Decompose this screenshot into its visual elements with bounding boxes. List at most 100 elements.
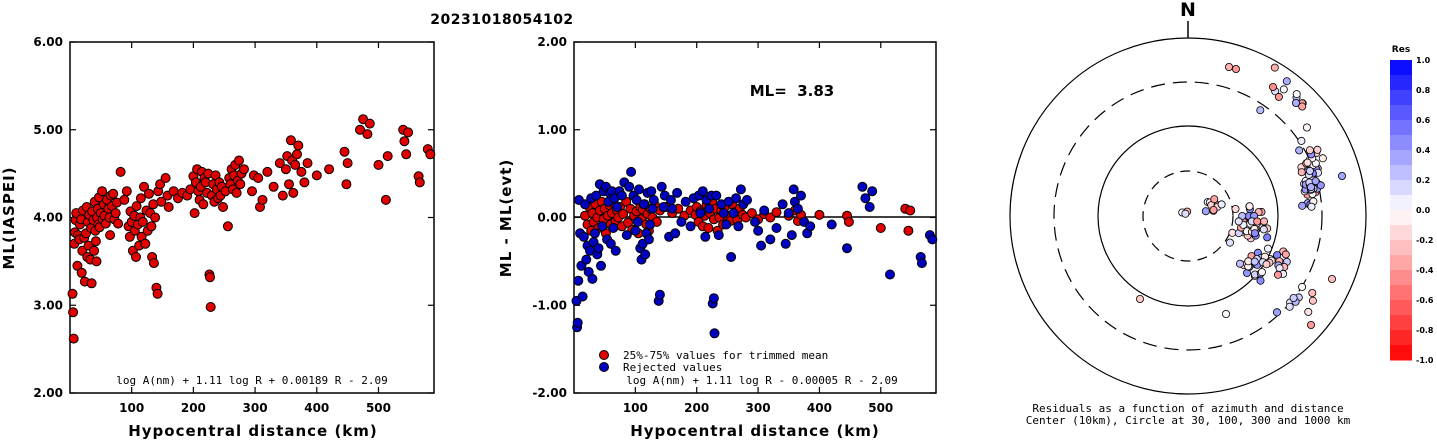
colorbar-cell	[1390, 270, 1412, 286]
station-marker	[1236, 259, 1245, 268]
colorbar-cell	[1390, 255, 1412, 271]
data-point	[726, 252, 737, 262]
data-point	[695, 208, 706, 219]
y-tick-label: 3.00	[33, 298, 63, 312]
data-point	[626, 166, 637, 177]
data-point	[146, 221, 157, 232]
colorbar-cell	[1390, 345, 1412, 361]
colorbar-tick-label: 0.8	[1416, 86, 1431, 95]
data-point	[572, 317, 583, 328]
colorbar-tick-label: -0.4	[1416, 266, 1434, 275]
station-marker	[1307, 320, 1316, 329]
station-marker	[1259, 225, 1268, 234]
data-point	[364, 118, 375, 129]
data-point	[573, 275, 584, 286]
plot2-ylabel: ML - ML(evt)	[497, 159, 515, 277]
station-marker	[1210, 195, 1219, 204]
station-marker	[1303, 158, 1312, 167]
colorbar-tick-label: -0.2	[1416, 236, 1434, 245]
data-point	[362, 129, 373, 140]
data-point	[268, 181, 279, 192]
data-point	[205, 302, 216, 312]
y-tick-label: 4.00	[33, 211, 63, 225]
station-marker	[1305, 166, 1314, 175]
data-point	[115, 166, 126, 177]
data-point	[148, 258, 159, 269]
data-point	[401, 149, 412, 160]
data-point	[596, 260, 606, 271]
station-marker	[1226, 238, 1235, 247]
data-point	[733, 221, 744, 232]
data-point	[355, 124, 365, 135]
station-marker	[1308, 296, 1317, 305]
data-point	[205, 272, 215, 283]
colorbar-cell	[1390, 90, 1412, 106]
data-point	[638, 199, 649, 210]
station-marker	[1292, 99, 1301, 108]
station-marker	[1338, 171, 1347, 180]
data-point	[780, 238, 791, 249]
station-marker	[1181, 209, 1190, 218]
colorbar-cell	[1390, 240, 1412, 256]
data-point	[616, 190, 627, 201]
station-marker	[1292, 90, 1301, 99]
station-marker	[1201, 207, 1210, 216]
plot1-ylabel: ML(IASPEI)	[0, 166, 18, 269]
station-marker	[1231, 204, 1240, 213]
data-point	[618, 209, 629, 219]
data-point	[647, 203, 658, 214]
data-point	[189, 208, 200, 219]
data-point	[414, 177, 425, 188]
figure-title: 20231018054102	[430, 12, 573, 28]
data-point	[292, 149, 302, 160]
data-point	[756, 240, 767, 251]
data-point	[399, 136, 410, 147]
colorbar-ticks: 1.0 0.8 0.6 0.4 0.2 0.0 -0.2 -0.4 -0.6 -0.8 -1.0	[1416, 56, 1434, 365]
data-point	[288, 187, 299, 198]
legend-red-label: 25%-75% values for trimmed mean	[623, 349, 828, 362]
ring-300km	[1053, 81, 1323, 351]
data-point	[380, 194, 391, 205]
station-marker	[1270, 63, 1279, 72]
data-point	[676, 216, 687, 227]
data-point	[253, 173, 264, 183]
data-point	[867, 186, 878, 197]
y-tick-label: 2.00	[33, 386, 63, 400]
data-point	[711, 190, 722, 201]
station-marker	[1307, 202, 1316, 211]
y-tick-label: -1.00	[532, 298, 567, 312]
y-tick-label: 6.00	[33, 35, 63, 49]
colorbar-tick-label: -0.6	[1416, 296, 1434, 305]
data-point	[339, 146, 350, 157]
data-point	[302, 158, 313, 169]
data-point	[630, 225, 641, 236]
data-point	[634, 184, 644, 195]
station-marker	[1316, 181, 1325, 190]
data-point	[735, 184, 746, 195]
station-marker	[1328, 274, 1337, 283]
data-point	[713, 230, 724, 241]
data-point	[119, 194, 130, 205]
data-point	[597, 221, 608, 232]
data-point	[591, 190, 602, 201]
data-point	[728, 208, 739, 219]
data-point	[708, 293, 719, 304]
data-point	[777, 199, 788, 210]
station-marker	[1313, 145, 1322, 154]
plot2-points	[571, 166, 938, 339]
data-point	[731, 193, 741, 204]
data-point	[403, 127, 414, 138]
data-point	[108, 188, 119, 199]
data-point	[742, 195, 752, 205]
colorbar-tick-label: 0.0	[1416, 206, 1431, 215]
data-point	[121, 186, 132, 197]
x-tick-label: 100	[623, 401, 648, 415]
data-point	[700, 231, 711, 242]
data-point	[285, 135, 296, 146]
data-point	[139, 181, 149, 192]
data-point	[131, 201, 142, 212]
station-marker	[1274, 92, 1283, 101]
station-marker	[1263, 233, 1272, 242]
data-point	[587, 273, 598, 284]
station-marker	[1298, 282, 1307, 291]
